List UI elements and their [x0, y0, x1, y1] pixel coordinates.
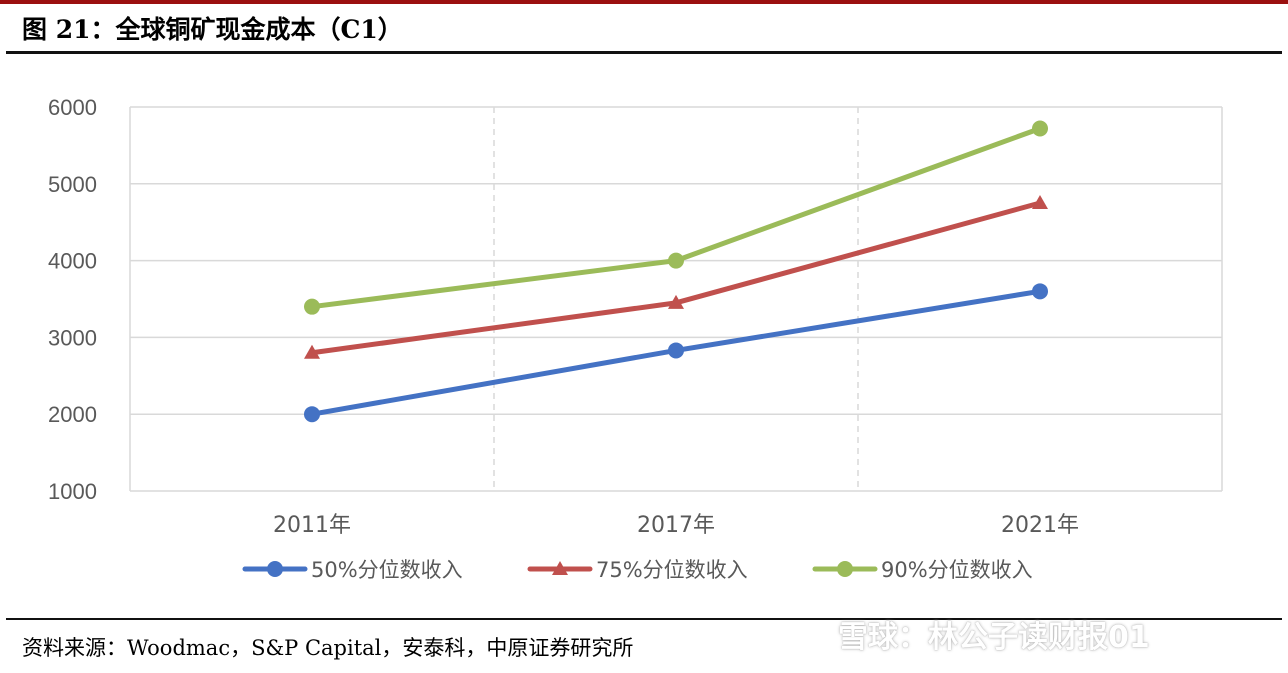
- legend-label: 50%分位数收入: [311, 558, 463, 582]
- data-point: [668, 294, 684, 309]
- data-point: [1032, 195, 1048, 209]
- y-tick-label: 1000: [48, 479, 97, 504]
- top-accent-rule: [0, 0, 1288, 4]
- data-point: [304, 344, 320, 359]
- data-point: [668, 252, 684, 269]
- grid: [129, 106, 1223, 492]
- y-tick-label: 3000: [48, 325, 97, 350]
- source-note: 资料来源：Woodmac，S&P Capital，安泰科，中原证券研究所: [22, 636, 634, 660]
- data-point: [304, 298, 320, 315]
- data-point: [668, 342, 684, 359]
- series-line: [309, 126, 1043, 310]
- legend-item-2: 90%分位数收入: [812, 558, 1033, 582]
- legend-label: 75%分位数收入: [596, 558, 748, 582]
- source-rule: [6, 618, 1282, 620]
- legend-label: 90%分位数收入: [881, 558, 1033, 582]
- figure-title: 图 21：全球铜矿现金成本（C1）: [22, 15, 403, 44]
- y-axis-ticks: 1000 2000 3000 4000 5000 6000: [48, 95, 97, 504]
- data-point: [1032, 283, 1048, 300]
- series-2: [304, 120, 1048, 315]
- series-1: [304, 195, 1048, 359]
- series-0: [304, 283, 1048, 423]
- x-tick-label: 2021年: [1001, 513, 1079, 538]
- legend-item-0: 50%分位数收入: [242, 558, 463, 582]
- x-axis-ticks: 2011年 2017年 2021年: [273, 513, 1079, 538]
- legend-item-1: 75%分位数收入: [527, 558, 748, 582]
- legend: 50%分位数收入 75%分位数收入 90%分位数收入: [242, 558, 1033, 582]
- y-tick-label: 5000: [48, 172, 97, 197]
- data-point: [1032, 120, 1048, 137]
- y-tick-label: 2000: [48, 402, 97, 427]
- y-tick-label: 6000: [48, 95, 97, 120]
- series-line: [309, 200, 1043, 356]
- title-rule: [6, 51, 1282, 54]
- legend-swatch-marker: [552, 561, 568, 575]
- data-point: [304, 406, 320, 423]
- x-tick-label: 2017年: [637, 513, 715, 538]
- x-tick-label: 2011年: [273, 513, 351, 538]
- series: [304, 120, 1048, 423]
- watermark: 雪球：林公子读财报01: [838, 620, 1150, 655]
- y-tick-label: 4000: [48, 249, 97, 274]
- legend-swatch-marker: [837, 561, 853, 577]
- legend-swatch-marker: [267, 561, 283, 577]
